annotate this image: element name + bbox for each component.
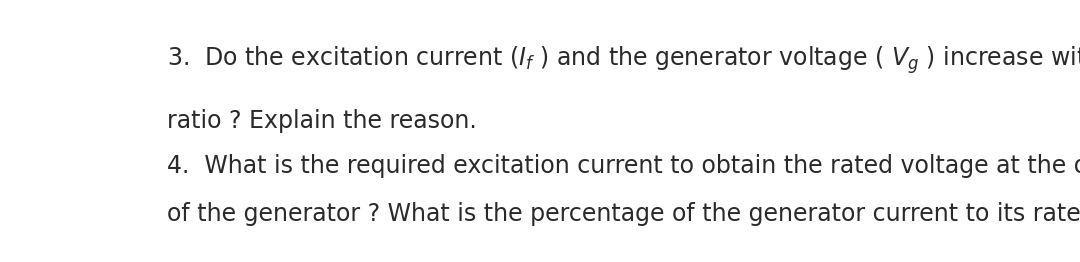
Text: 3.  Do the excitation current ($I_f$ ) and the generator voltage ( $V_g$ ) incre: 3. Do the excitation current ($I_f$ ) an… — [166, 44, 1080, 76]
Text: 4.  What is the required excitation current to obtain the rated voltage at the o: 4. What is the required excitation curre… — [166, 154, 1080, 178]
Text: of the generator ? What is the percentage of the generator current to its rated : of the generator ? What is the percentag… — [166, 202, 1080, 226]
Text: ratio ? Explain the reason.: ratio ? Explain the reason. — [166, 109, 476, 133]
